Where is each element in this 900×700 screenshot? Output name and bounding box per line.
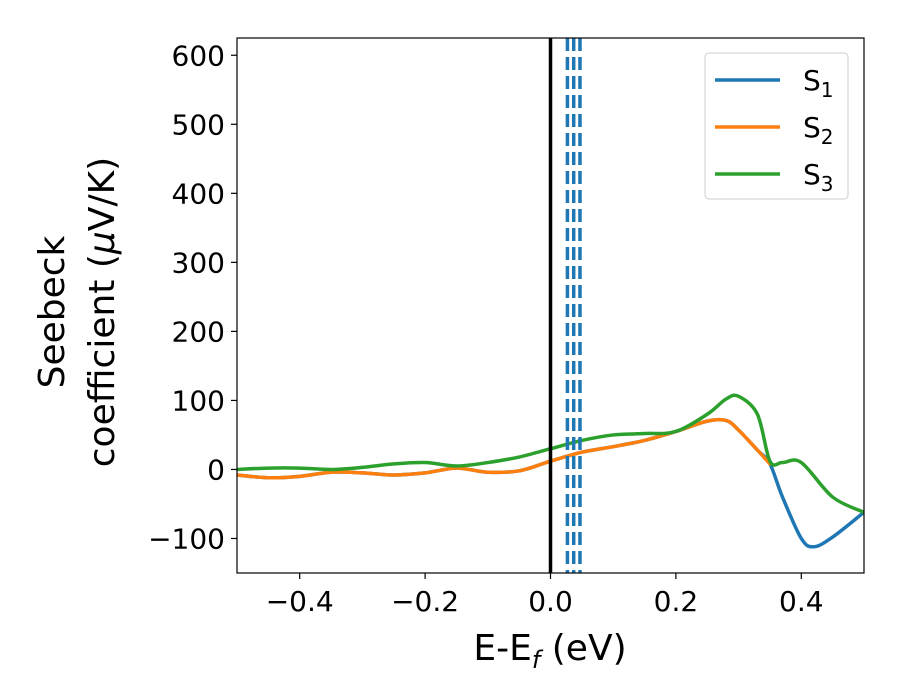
x-tick-label: −0.2 [391, 585, 459, 618]
legend-label: S2 [803, 111, 834, 149]
x-tick-label: −0.4 [266, 585, 334, 618]
y-tick-label: 0 [207, 453, 225, 486]
y-tick-label: 500 [172, 108, 225, 141]
legend-entry-3: S3 [715, 158, 834, 196]
x-tick-label: 0.2 [654, 585, 699, 618]
y-tick-label: 100 [172, 384, 225, 417]
legend-entry-2: S2 [715, 111, 834, 149]
y-axis-label-line2: coefficient (μV/K) [82, 157, 123, 467]
x-axis-label-unit: (eV) [540, 628, 626, 669]
y-axis-label-mu: μ [82, 231, 123, 255]
legend: S1 S2 S3 [704, 52, 849, 200]
x-axis-ticks: −0.4 −0.2 0.0 0.2 0.4 [266, 573, 824, 618]
series-line-3 [237, 393, 864, 514]
legend-entry-1: S1 [715, 64, 834, 102]
series-line-2 [237, 417, 772, 480]
y-tick-label: 600 [172, 39, 225, 72]
x-axis-label-main: E-E [473, 628, 531, 669]
y-tick-label: 200 [172, 315, 225, 348]
legend-label: S3 [803, 158, 834, 196]
y-axis-label-line1: Seebeck [32, 235, 73, 388]
x-axis-label: E-Ef (eV) [473, 628, 626, 674]
vline-layer [548, 38, 582, 573]
legend-label: S1 [803, 64, 834, 102]
y-tick-label: 300 [172, 246, 225, 279]
y-tick-label: −100 [148, 522, 225, 555]
series-layer [237, 393, 864, 549]
y-axis-ticks: −100 0 100 200 300 400 500 600 [148, 39, 237, 555]
x-tick-label: 0.0 [528, 585, 573, 618]
y-tick-label: 400 [172, 177, 225, 210]
y-axis-label-line2-text: coefficient ( [82, 254, 123, 467]
y-axis-label: Seebeck coefficient (μV/K) [32, 157, 123, 467]
y-axis-label-unit: V/K) [82, 157, 123, 231]
x-tick-label: 0.4 [779, 585, 824, 618]
